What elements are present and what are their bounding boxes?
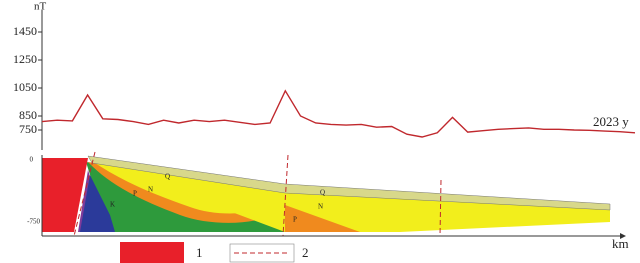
- unit-label: N: [148, 186, 153, 194]
- legend-label: 1: [196, 245, 203, 260]
- depth-tick-label: 0: [30, 156, 34, 164]
- y-tick-label: 850: [19, 108, 37, 122]
- unit-label: K: [110, 201, 115, 209]
- y-tick-label: 1050: [13, 80, 37, 94]
- legend-swatch-volcanic: [120, 242, 184, 263]
- y-tick-label: 750: [19, 122, 37, 136]
- data-line: [42, 91, 635, 137]
- unit-label: N: [318, 203, 323, 211]
- y-tick-label: 1250: [13, 52, 37, 66]
- y-axis-label: nT: [34, 1, 47, 13]
- y-tick-label: 1450: [13, 24, 37, 38]
- figure: nT km 0 -750 Q N P K Q N P 1 2 750850 105…: [0, 0, 640, 263]
- legend-label: 2023 y: [593, 114, 629, 129]
- depth-tick-label: -750: [27, 218, 40, 226]
- x-axis-label: km: [612, 236, 629, 251]
- unit-label: Q: [165, 173, 170, 181]
- legend-label: 2: [302, 245, 309, 260]
- unit-label: P: [293, 216, 297, 224]
- unit-label: Q: [320, 189, 325, 197]
- geologic-section: [42, 152, 626, 239]
- unit-label: P: [133, 190, 137, 198]
